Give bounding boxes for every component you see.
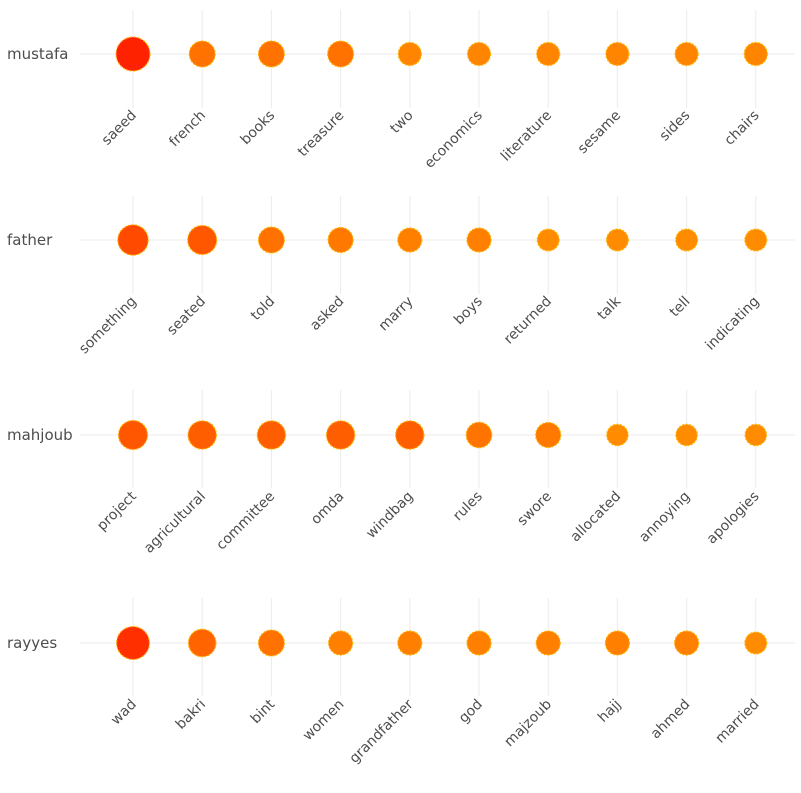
tick-label: something — [76, 294, 140, 358]
data-point — [327, 226, 354, 254]
data-point — [117, 419, 149, 451]
data-point — [466, 227, 492, 253]
tick-label: grandfather — [346, 696, 416, 766]
data-point — [257, 226, 285, 254]
data-point — [536, 228, 560, 252]
data-point — [187, 224, 218, 256]
tick-label: project — [94, 488, 140, 534]
tick-label: majzoub — [501, 696, 555, 750]
tick-label: ahmed — [648, 697, 694, 743]
data-point — [606, 423, 629, 447]
tick-label: told — [248, 294, 278, 324]
tick-label: omda — [308, 489, 347, 528]
tick-label: literature — [498, 108, 555, 165]
data-point — [674, 41, 699, 67]
data-point — [327, 40, 355, 68]
data-point — [604, 630, 631, 656]
tick-label: saeed — [99, 108, 140, 149]
data-point — [675, 423, 698, 447]
tick-label: chairs — [722, 108, 763, 149]
tick-label: god — [456, 697, 486, 727]
tick-label: rules — [450, 489, 486, 525]
data-point — [188, 40, 216, 68]
tick-label: asked — [307, 294, 347, 334]
tick-label: women — [300, 697, 347, 744]
tick-label: seated — [164, 294, 209, 339]
tick-label: bakri — [173, 697, 209, 733]
data-point — [536, 41, 561, 67]
data-point — [466, 630, 492, 656]
data-point — [325, 420, 356, 450]
tick-label: returned — [501, 294, 555, 348]
data-point — [535, 630, 561, 656]
tick-label: allocated — [568, 489, 625, 546]
data-point — [117, 224, 149, 256]
data-point — [115, 625, 151, 661]
tick-label: sides — [657, 108, 694, 145]
data-point — [744, 228, 768, 252]
data-point — [743, 41, 768, 67]
tick-label: windbag — [363, 489, 416, 542]
tick-label: indicating — [703, 294, 763, 354]
tick-label: economics — [422, 108, 486, 172]
tick-label: wad — [108, 697, 140, 729]
panel-label-mahjoub: mahjoub — [7, 426, 73, 444]
data-point — [605, 228, 629, 252]
tick-label: books — [238, 108, 279, 149]
data-point — [744, 423, 768, 447]
data-point — [744, 631, 768, 655]
tick-label: boys — [451, 294, 486, 329]
tick-label: sesame — [575, 108, 625, 158]
data-point — [256, 420, 287, 450]
panel-label-rayyes: rayyes — [7, 634, 57, 652]
data-point — [397, 41, 422, 67]
tick-label: bint — [248, 696, 279, 727]
data-point — [466, 41, 492, 67]
data-point — [327, 630, 354, 656]
data-point — [257, 40, 285, 68]
data-point — [257, 629, 285, 657]
data-point — [397, 227, 423, 253]
tick-label: married — [713, 697, 763, 747]
tick-label: annoying — [636, 489, 693, 546]
tick-label: apologies — [704, 489, 763, 548]
panel-label-mustafa: mustafa — [7, 45, 68, 63]
panel-label-father: father — [7, 231, 53, 249]
data-point — [187, 420, 217, 450]
tick-label: hajj — [595, 697, 624, 726]
tick-label: marry — [376, 294, 417, 335]
tick-label: committee — [213, 489, 278, 554]
tick-label: treasure — [295, 108, 348, 161]
data-point — [395, 420, 425, 450]
data-point — [187, 628, 217, 658]
data-point — [465, 421, 493, 449]
tick-label: two — [387, 108, 416, 137]
data-point — [397, 630, 423, 656]
data-point — [115, 36, 151, 72]
tick-label: tell — [667, 294, 694, 321]
tick-label: french — [166, 108, 209, 151]
data-point — [675, 228, 699, 252]
tick-label: agricultural — [141, 489, 209, 557]
tick-label: swore — [514, 489, 555, 530]
data-point — [673, 630, 700, 656]
tick-label: talk — [594, 293, 624, 323]
data-point — [605, 41, 630, 67]
data-point — [535, 421, 562, 449]
